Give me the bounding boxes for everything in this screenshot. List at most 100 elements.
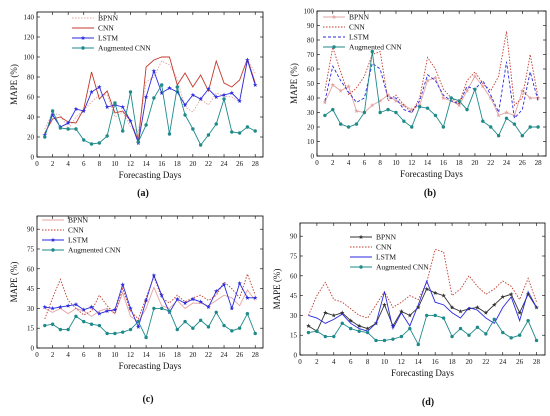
x-tick-label: 4 xyxy=(66,351,70,359)
data-point xyxy=(504,110,509,115)
legend-label: LSTM xyxy=(376,253,396,262)
data-point xyxy=(330,82,336,87)
data-point xyxy=(393,98,399,103)
data-point xyxy=(534,338,539,343)
data-point xyxy=(509,336,513,340)
data-point xyxy=(206,86,211,91)
data-point xyxy=(97,84,102,89)
series-line xyxy=(324,75,539,116)
series-line xyxy=(44,274,256,329)
data-point xyxy=(500,294,506,299)
data-point xyxy=(425,313,429,318)
series-line xyxy=(44,56,256,142)
data-point xyxy=(214,122,218,126)
data-point xyxy=(104,104,110,109)
data-point xyxy=(399,309,404,314)
data-point xyxy=(89,322,94,326)
data-point xyxy=(105,331,109,336)
data-point xyxy=(229,90,235,95)
legend-label: Augmented CNN xyxy=(376,263,429,272)
data-point xyxy=(501,330,505,335)
data-point xyxy=(66,127,70,131)
y-tick-label: 90 xyxy=(290,233,298,241)
data-point xyxy=(374,338,378,343)
x-tick-label: 10 xyxy=(111,160,119,168)
data-point xyxy=(457,99,461,103)
series-augmented-cnn xyxy=(306,313,539,347)
y-tick-label: 40 xyxy=(307,95,315,103)
chart-panel-a: 0 2 4 6 8 10 12 14 16 18 20 22 24 26 28020406080100120… xyxy=(9,11,264,199)
data-point xyxy=(151,273,157,278)
x-tick-label: 0 xyxy=(35,351,39,359)
data-point xyxy=(143,298,149,303)
legend-label: CNN xyxy=(349,23,365,32)
series-line xyxy=(44,286,256,323)
data-point xyxy=(365,326,370,331)
x-tick-label: 16 xyxy=(158,351,166,359)
legend-label: BPNN xyxy=(349,13,370,22)
data-point xyxy=(458,326,463,331)
data-point xyxy=(237,280,242,286)
y-tick-label: 100 xyxy=(24,54,35,62)
x-tick-label: 2 xyxy=(315,358,319,366)
data-point xyxy=(73,106,79,111)
data-point xyxy=(338,122,343,126)
data-point xyxy=(488,95,494,100)
data-point xyxy=(391,337,395,341)
data-point xyxy=(306,330,311,335)
data-point xyxy=(253,331,257,336)
data-point xyxy=(456,102,462,108)
x-tick-label: 6 xyxy=(349,358,353,366)
data-point xyxy=(144,335,148,340)
data-point xyxy=(121,129,125,133)
chart-panel-b: 0 2 4 6 8 10 12 14 16 18 20 22 24 26 28010203040506070… xyxy=(289,8,547,199)
series-line xyxy=(44,58,256,133)
data-point xyxy=(465,107,469,112)
data-point xyxy=(221,92,227,97)
data-point xyxy=(174,296,180,302)
legend-label: BPNN xyxy=(68,216,89,225)
data-point xyxy=(73,302,79,307)
y-tick-label: 30 xyxy=(290,312,298,320)
data-point xyxy=(206,133,211,137)
data-point xyxy=(213,94,219,99)
series-line xyxy=(44,272,256,320)
y-tick-label: 15 xyxy=(27,325,35,333)
data-point xyxy=(113,101,117,105)
data-point xyxy=(252,82,258,87)
series-lstm xyxy=(42,273,258,329)
y-axis-label: MAPE (%) xyxy=(272,269,282,310)
y-tick-label: 140 xyxy=(24,14,35,22)
data-point xyxy=(441,125,446,129)
legend-label: LSTM xyxy=(98,34,118,43)
x-tick-label: 14 xyxy=(143,160,151,168)
x-tick-label: 16 xyxy=(440,159,448,167)
data-point xyxy=(394,110,398,115)
y-axis-label: MAPE (%) xyxy=(9,262,19,303)
legend-label: CNN xyxy=(98,24,114,33)
data-point xyxy=(348,326,353,331)
data-point xyxy=(323,334,328,339)
data-point xyxy=(346,125,351,129)
data-point xyxy=(402,119,406,123)
data-point xyxy=(183,113,187,117)
data-point xyxy=(112,307,118,312)
data-point xyxy=(136,140,141,144)
data-point xyxy=(464,88,470,93)
x-tick-label: 28 xyxy=(535,159,543,167)
data-point xyxy=(528,125,532,129)
data-point xyxy=(472,73,478,79)
data-point xyxy=(508,291,514,297)
data-point xyxy=(425,106,430,110)
data-point xyxy=(82,138,86,142)
series-line xyxy=(44,307,256,339)
x-tick-label: 10 xyxy=(381,358,389,366)
data-point xyxy=(520,88,525,93)
x-tick-label: 4 xyxy=(66,160,70,168)
data-point xyxy=(480,84,486,89)
data-point xyxy=(525,291,531,297)
y-tick-label: 75 xyxy=(27,246,35,254)
data-point xyxy=(159,306,164,311)
